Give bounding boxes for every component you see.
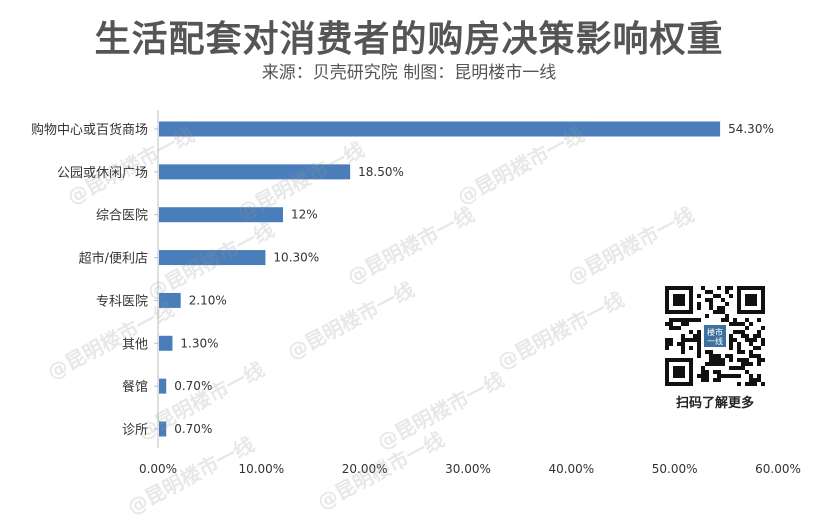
data-label: 12% — [291, 208, 318, 222]
bar — [159, 164, 351, 180]
category-label: 专科医院 — [96, 294, 148, 309]
data-label: 2.10% — [189, 293, 227, 307]
bar — [159, 378, 167, 394]
bar — [159, 292, 181, 308]
data-label: 0.70% — [174, 422, 212, 436]
svg-text:楼市: 楼市 — [707, 327, 723, 337]
qr-caption: 扫码了解更多 — [675, 396, 754, 411]
bar — [159, 250, 266, 266]
x-tick-label: 30.00% — [445, 462, 491, 476]
x-tick-label: 50.00% — [652, 462, 698, 476]
category-label: 综合医院 — [96, 209, 148, 224]
category-label: 餐馆 — [122, 379, 148, 395]
bar — [159, 335, 173, 351]
qr-code-block: 楼市 一线 扫码了解更多 — [665, 286, 765, 411]
category-label: 诊所 — [122, 423, 148, 438]
category-label: 公园或休闲广场 — [57, 166, 148, 181]
x-tick-label: 0.00% — [139, 462, 177, 476]
bar-chart: 购物中心或百货商场 54.30% 公园或休闲广场 18.50% 综合医院 12% 超市/便利… — [31, 110, 801, 476]
bar — [159, 421, 167, 437]
bar — [159, 121, 721, 137]
data-label: 54.30% — [728, 122, 774, 136]
chart-subtitle: 来源：贝壳研究院 制图：昆明楼市一线 — [261, 63, 557, 83]
category-label: 其他 — [122, 337, 148, 352]
data-label: 10.30% — [273, 251, 319, 265]
x-tick-label: 60.00% — [755, 462, 801, 476]
category-label: 购物中心或百货商场 — [31, 122, 148, 138]
bar — [159, 207, 283, 223]
data-label: 18.50% — [358, 165, 404, 179]
x-tick-label: 40.00% — [548, 462, 594, 476]
x-tick-label: 20.00% — [342, 462, 388, 476]
qr-code-icon: 楼市一线 — [665, 286, 765, 386]
x-tick-label: 10.00% — [238, 462, 284, 476]
chart-title: 生活配套对消费者的购房决策影响权重 — [94, 19, 724, 60]
svg-text:一线: 一线 — [707, 336, 723, 346]
data-label: 1.30% — [180, 336, 218, 350]
category-label: 超市/便利店 — [79, 251, 148, 267]
data-label: 0.70% — [174, 379, 212, 393]
